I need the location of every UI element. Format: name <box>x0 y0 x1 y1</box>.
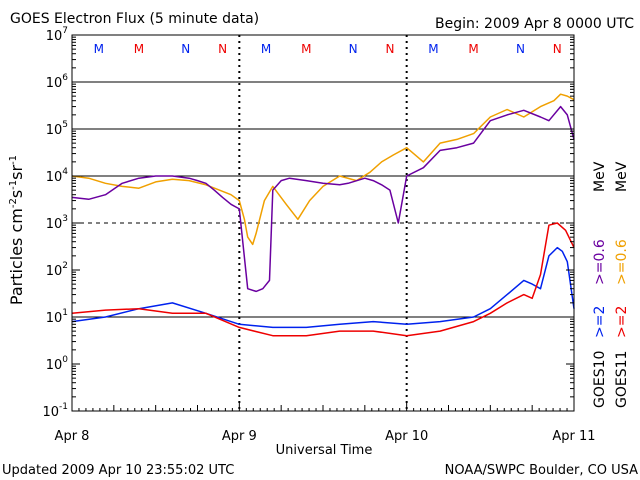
right-legend: GOES10 GOES11 >=2 >=0.6 >=2 >=0.6 MeV Me… <box>592 161 630 408</box>
x-tick-label-3: Apr 11 <box>552 429 595 444</box>
satellite-marker-11: N <box>553 42 562 56</box>
satellite-marker-4: M <box>261 42 271 56</box>
credit-label: NOAA/SWPC Boulder, CO USA <box>445 463 638 478</box>
y-tick-label-0: 10-1 <box>42 402 68 420</box>
satellite-marker-0: M <box>94 42 104 56</box>
satellite-marker-5: M <box>301 42 311 56</box>
x-axis-title: Universal Time <box>276 443 373 458</box>
x-axis-ticks: Apr 8 Apr 9 Apr 10 Apr 11 <box>55 401 596 444</box>
day-dividers <box>238 35 408 411</box>
satellite-marker-10: N <box>516 42 525 56</box>
series-line-3 <box>71 222 575 337</box>
satellite-marker-3: N <box>218 42 227 56</box>
y-tick-label-7: 106 <box>46 73 69 91</box>
x-tick-label-1: Apr 9 <box>222 429 257 444</box>
legend-goes10: GOES10 <box>592 351 608 408</box>
satellite-marker-8: M <box>428 42 438 56</box>
y-tick-label-2: 101 <box>46 308 68 326</box>
satellite-marker-9: M <box>468 42 478 56</box>
updated-timestamp: Updated 2009 Apr 10 23:55:02 UTC <box>2 463 234 478</box>
satellite-marker-1: M <box>134 42 144 56</box>
satellite-marker-6: N <box>349 42 358 56</box>
legend-goes11-e06: >=0.6 <box>614 239 630 285</box>
series-line-1 <box>71 105 575 293</box>
y-tick-label-8: 107 <box>46 26 68 44</box>
y-tick-label-6: 105 <box>46 120 68 138</box>
satellite-marker-2: N <box>181 42 190 56</box>
y-axis-ticks: 10-1 100 101 102 103 104 105 106 107 <box>42 26 574 420</box>
legend-goes11: GOES11 <box>614 351 630 408</box>
legend-goes11-e2: >=2 <box>614 306 630 338</box>
y-tick-label-5: 104 <box>46 167 69 185</box>
y-tick-label-3: 102 <box>46 261 68 279</box>
x-tick-label-0: Apr 8 <box>55 429 90 444</box>
legend-unit-mev-1: MeV <box>592 161 608 192</box>
legend-unit-mev-2: MeV <box>614 161 630 192</box>
series-line-0 <box>71 93 575 246</box>
series-line-2 <box>71 246 575 329</box>
y-tick-label-4: 103 <box>46 214 68 232</box>
legend-goes10-e06: >=0.6 <box>592 239 608 285</box>
legend-goes10-e2: >=2 <box>592 306 608 338</box>
series-lines <box>71 93 575 337</box>
y-axis-title: Particles cm-2s-1sr-1 <box>7 155 26 305</box>
chart-title: GOES Electron Flux (5 minute data) <box>10 11 259 27</box>
begin-date-label: Begin: 2009 Apr 8 0000 UTC <box>435 16 634 32</box>
satellite-marker-7: N <box>385 42 394 56</box>
x-tick-label-2: Apr 10 <box>385 429 428 444</box>
y-tick-label-1: 100 <box>46 355 69 373</box>
